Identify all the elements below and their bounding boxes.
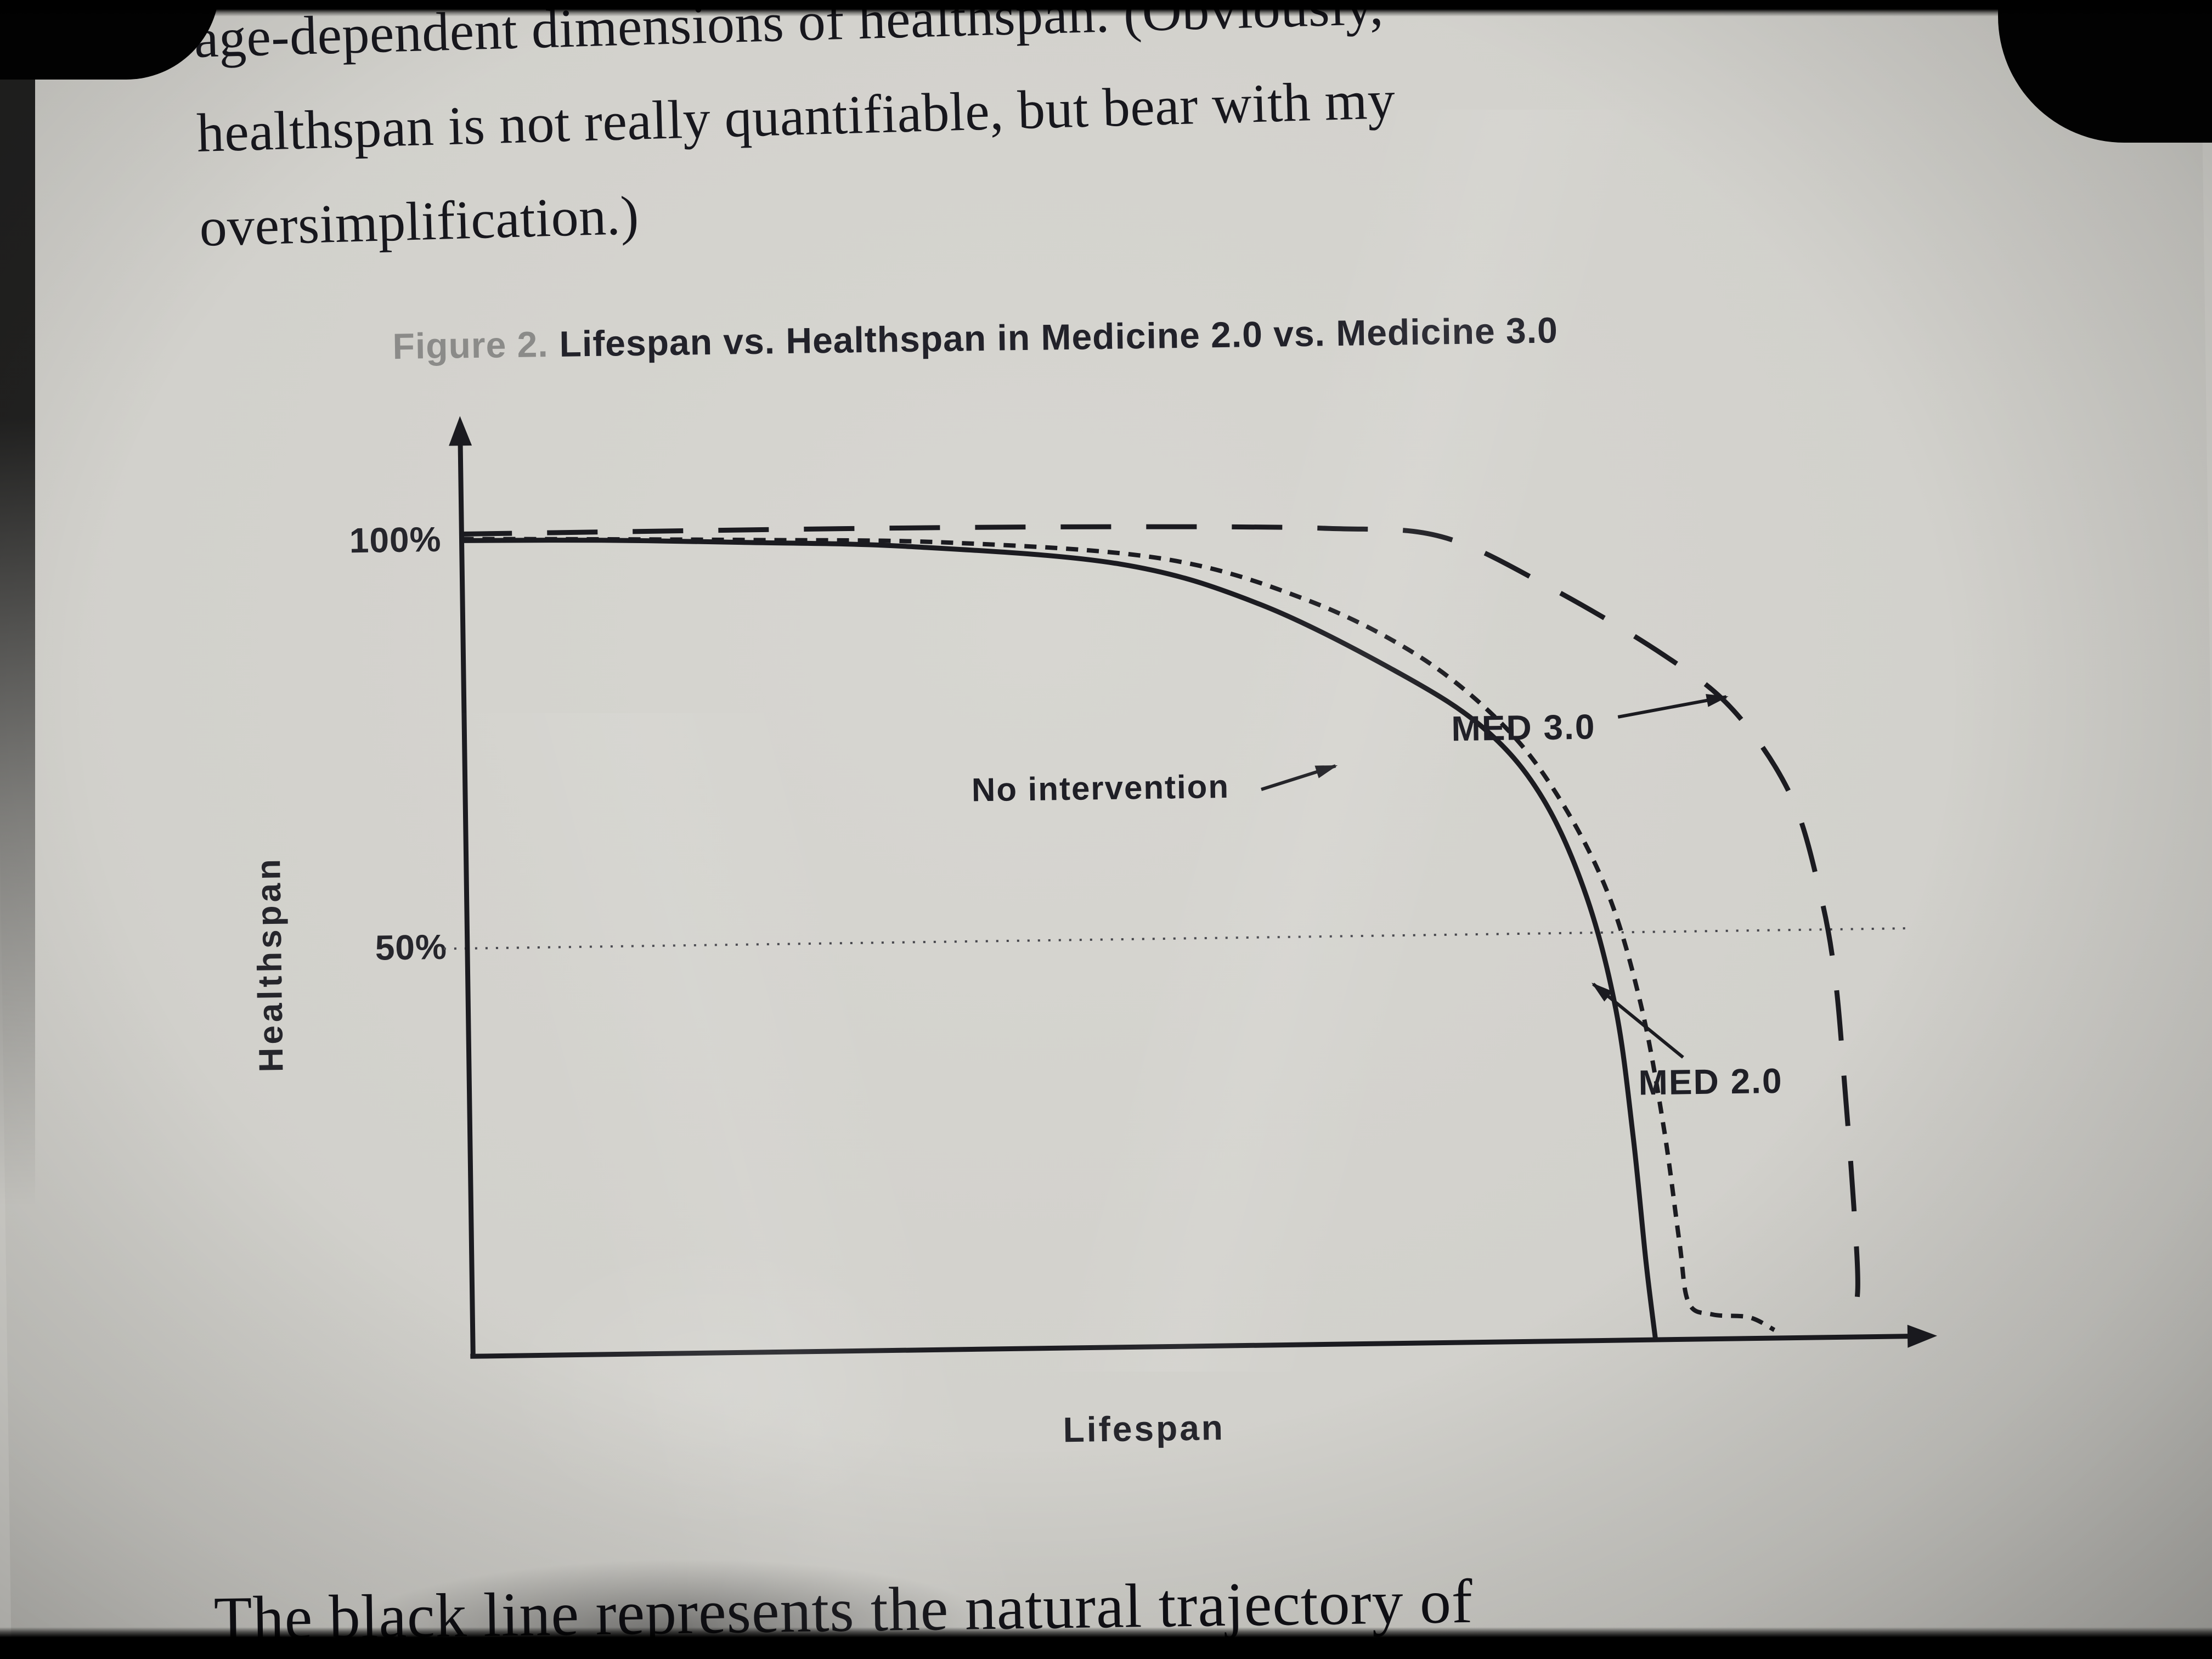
figure-caption-prefix: Figure 2. xyxy=(392,324,549,367)
series-med-3-0 xyxy=(461,524,1860,1330)
med-3-0-arrow xyxy=(1617,693,1729,719)
figure-caption-title: Lifespan vs. Healthspan in Medicine 2.0 … xyxy=(559,309,1559,364)
series-no-intervention xyxy=(461,538,1658,1340)
y-axis-arrowhead xyxy=(449,416,472,446)
annotation-no-intervention: No intervention xyxy=(971,768,1230,809)
paragraph-bottom: The black line represents the natural tr… xyxy=(213,1566,1474,1654)
x-axis xyxy=(470,1334,1910,1359)
x-axis-arrowhead xyxy=(1907,1324,1938,1348)
med-2-0-arrow xyxy=(1591,983,1684,1059)
x-axis-label: Lifespan xyxy=(1063,1408,1226,1450)
y-axis xyxy=(458,443,476,1359)
gridline-50pct xyxy=(443,927,1906,950)
y-axis-label: Healthspan xyxy=(250,855,291,1073)
annotation-med-2-0: MED 2.0 xyxy=(1638,1060,1783,1103)
paragraph-top: age-dependent dimensions of healthspan. … xyxy=(193,0,1400,275)
annotation-med-3-0: MED 3.0 xyxy=(1451,707,1596,749)
figure-caption: Figure 2. Lifespan vs. Healthspan in Medi… xyxy=(392,309,1558,367)
no-intervention-arrow xyxy=(1261,764,1338,791)
series-med-2-0 xyxy=(461,537,1776,1332)
y-tick-100pct: 100% xyxy=(349,519,442,561)
y-tick-50pct: 50% xyxy=(375,927,448,968)
